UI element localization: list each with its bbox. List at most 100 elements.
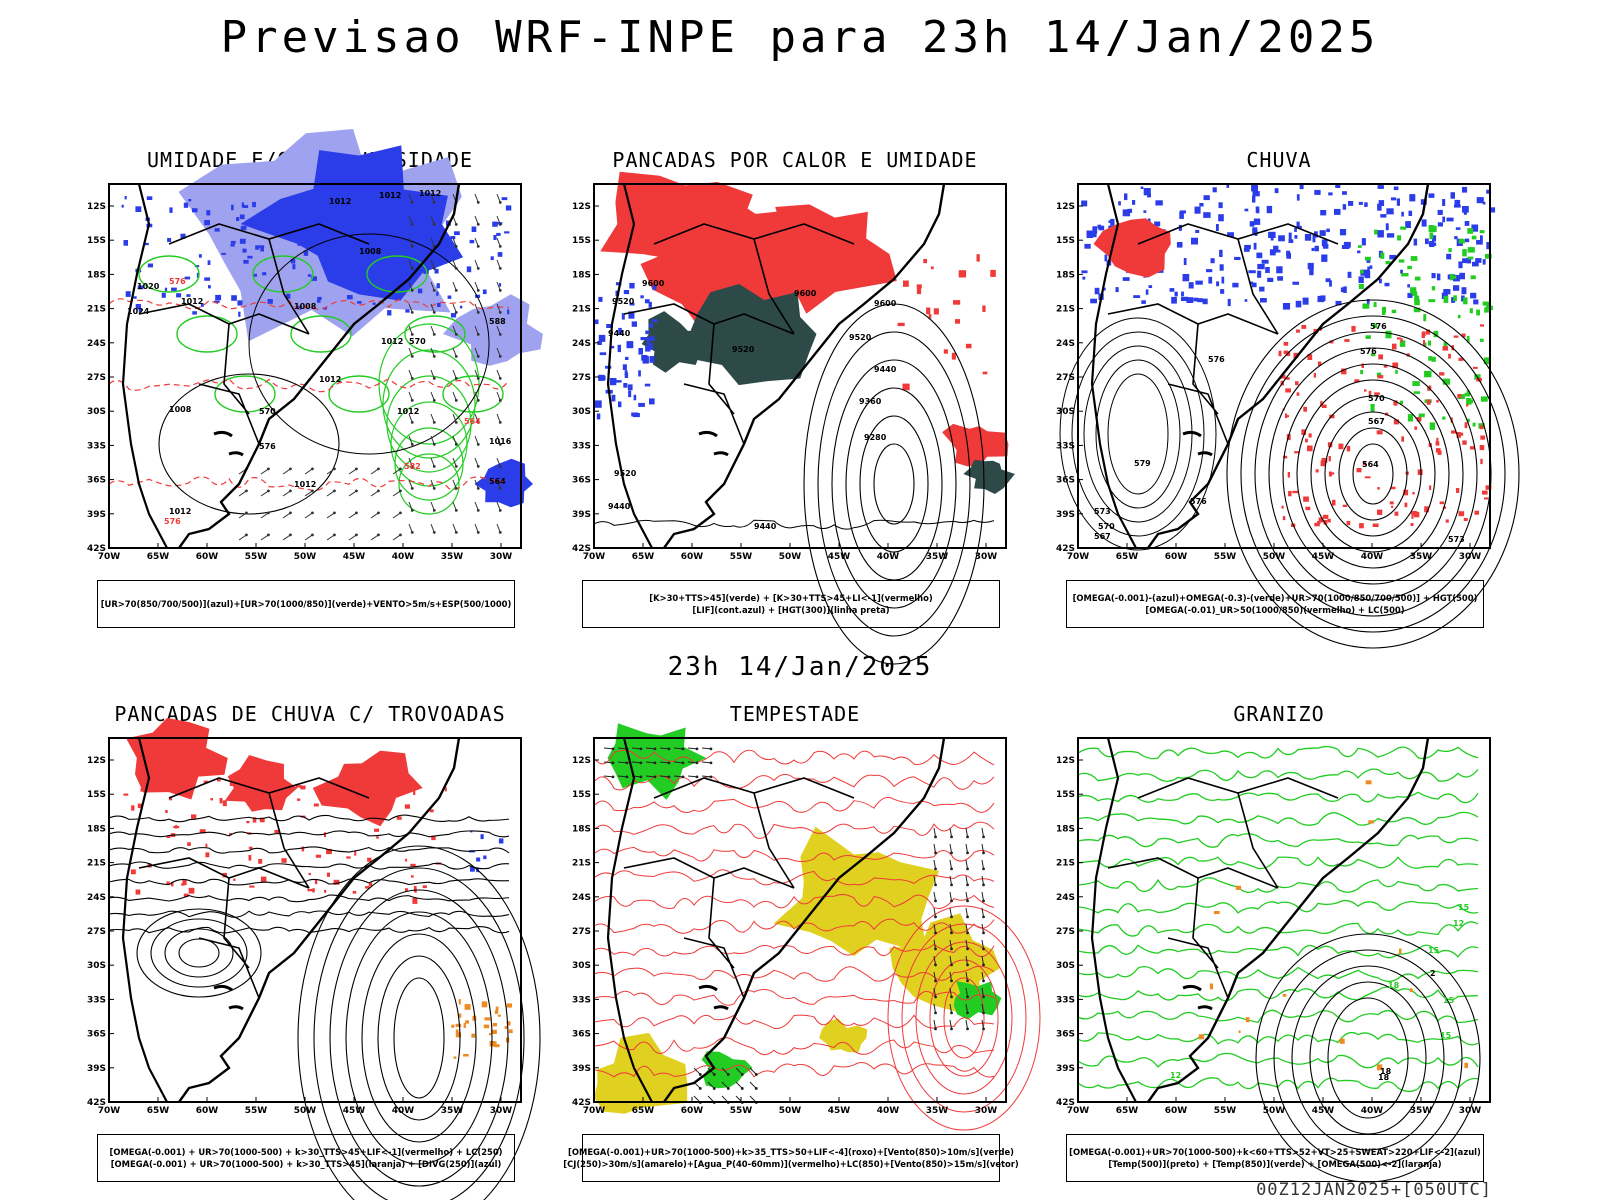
lon-label: 60W bbox=[681, 1106, 704, 1116]
speckle bbox=[1451, 297, 1456, 303]
wind-arrow bbox=[474, 193, 479, 203]
speckle bbox=[1090, 298, 1097, 304]
wind-arrow bbox=[392, 534, 401, 541]
wind-arrow-head bbox=[454, 266, 458, 270]
wind-arrow bbox=[949, 1003, 953, 1013]
speckle bbox=[1431, 235, 1437, 242]
wind-arrow bbox=[496, 479, 501, 489]
speckle bbox=[505, 205, 512, 211]
speckle bbox=[1453, 295, 1457, 302]
speckle bbox=[1425, 238, 1429, 245]
speckle bbox=[1462, 258, 1470, 264]
contour-label: 15 bbox=[1440, 1031, 1452, 1040]
speckle bbox=[1098, 225, 1105, 231]
lon-label: 50W bbox=[779, 552, 802, 562]
contour-line bbox=[108, 476, 510, 492]
speckle bbox=[422, 885, 427, 889]
lon-label: 45W bbox=[828, 552, 851, 562]
wind-arrow bbox=[430, 215, 435, 225]
contour-label: 9600 bbox=[794, 289, 817, 298]
speckle bbox=[167, 238, 172, 242]
lat-label: 33S bbox=[572, 441, 591, 451]
legend-line: [UR>70(850/700/500)](azul)+[UR>70(1000/8… bbox=[100, 599, 512, 609]
legend-line: [OMEGA(-0.001) + UR>70(1000-500) + k>30_… bbox=[110, 1159, 502, 1169]
lon-label: 40W bbox=[877, 1106, 900, 1116]
contour-label: 576 bbox=[1190, 497, 1207, 506]
shaded-area bbox=[640, 195, 828, 326]
speckle bbox=[258, 859, 263, 864]
lat-label: 33S bbox=[572, 995, 591, 1005]
lon-label: 50W bbox=[1263, 552, 1286, 562]
wind-arrow bbox=[933, 923, 937, 933]
speckle bbox=[1257, 263, 1265, 270]
speckle bbox=[1278, 235, 1285, 242]
wind-arrow bbox=[430, 435, 435, 445]
andes-border bbox=[1090, 737, 1137, 1103]
speckle bbox=[1380, 214, 1387, 218]
contour-label: 576 bbox=[1360, 347, 1377, 356]
speckle bbox=[1179, 210, 1186, 214]
wind-arrow bbox=[408, 501, 413, 511]
contour-label: 9440 bbox=[754, 522, 777, 531]
wind-arrow-head bbox=[639, 761, 643, 765]
wind-arrow-head bbox=[611, 747, 615, 751]
speckle bbox=[192, 311, 197, 315]
speckle bbox=[350, 801, 356, 807]
speckle bbox=[1252, 195, 1256, 203]
lon-label: 35W bbox=[926, 1106, 949, 1116]
wind-arrow-head bbox=[709, 775, 713, 779]
wind-arrow-head bbox=[267, 467, 270, 471]
speckle bbox=[958, 270, 967, 278]
speckle bbox=[436, 291, 439, 296]
wind-arrow-head bbox=[476, 398, 480, 402]
speckle bbox=[454, 231, 460, 236]
lat-label: 36S bbox=[572, 1030, 591, 1040]
lat-label: 42S bbox=[87, 1098, 106, 1108]
lat-label: 27S bbox=[1056, 373, 1075, 383]
speckle bbox=[1243, 248, 1250, 252]
panel-pancadas-trovoadas: PANCADAS DE CHUVA C/ TROVOADAS 12S 15S 18S… bbox=[87, 702, 541, 1200]
speckle bbox=[1124, 193, 1128, 201]
speckle bbox=[1238, 1030, 1241, 1033]
shaded-area bbox=[963, 459, 1015, 494]
wind-arrow-head bbox=[454, 420, 458, 424]
contour-line bbox=[593, 869, 995, 886]
speckle bbox=[930, 266, 934, 270]
speckle bbox=[405, 237, 410, 242]
wind-arrow-head bbox=[681, 775, 685, 779]
speckle bbox=[1194, 206, 1201, 214]
lon-label: 50W bbox=[1263, 1106, 1286, 1116]
speckle bbox=[1269, 249, 1276, 256]
contour-label: 15 bbox=[1458, 903, 1470, 912]
wind-arrow-head bbox=[432, 398, 436, 402]
speckle bbox=[1253, 218, 1261, 225]
wind-arrow bbox=[693, 1067, 701, 1075]
legend-line: [CJ(250)>30m/s](amarelo)+[Agua_P(40-60mm… bbox=[563, 1159, 1019, 1169]
speckle bbox=[313, 803, 319, 807]
wind-arrow bbox=[981, 875, 985, 885]
speckle bbox=[164, 287, 168, 291]
speckle bbox=[1370, 404, 1375, 412]
wind-arrow bbox=[673, 761, 684, 764]
speckle bbox=[1331, 472, 1335, 475]
speckle bbox=[171, 287, 177, 291]
wind-arrow bbox=[348, 534, 357, 541]
speckle bbox=[418, 212, 425, 217]
lon-label: 70W bbox=[583, 552, 606, 562]
speckle bbox=[1195, 280, 1203, 285]
speckle bbox=[1429, 241, 1435, 247]
speckle bbox=[367, 857, 372, 862]
speckle bbox=[1335, 184, 1341, 188]
speckle bbox=[1171, 296, 1177, 304]
panel-legend: [OMEGA(-0.001)+UR>70(1000-500)+k<60+TTS>… bbox=[1066, 1134, 1484, 1182]
speckle bbox=[233, 878, 236, 881]
contour-line bbox=[1077, 877, 1479, 893]
wind-arrow-head bbox=[454, 442, 458, 446]
speckle bbox=[1466, 398, 1472, 405]
contour-line bbox=[593, 519, 995, 530]
wind-arrow-head bbox=[934, 883, 937, 887]
lat-label: 21S bbox=[572, 305, 591, 315]
speckle bbox=[1328, 471, 1332, 477]
speckle bbox=[1329, 280, 1332, 287]
speckle bbox=[292, 264, 296, 270]
